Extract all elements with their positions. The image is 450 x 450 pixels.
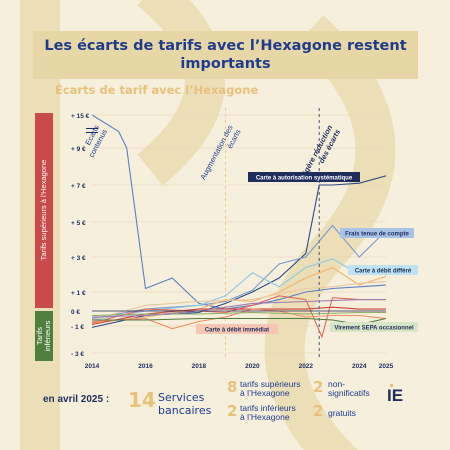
total-label-2: bancaires [158, 404, 212, 417]
series-line [91, 308, 387, 330]
series-callout-box [248, 172, 360, 182]
total-count: 14 [128, 388, 156, 412]
sup-count: 8 [227, 378, 238, 396]
series-line [91, 306, 386, 326]
period-label-line: Augmentation des [198, 123, 234, 181]
y-tick-label: + 7 € [71, 183, 86, 190]
inf-label-1: tarifs inférieurs [240, 403, 296, 413]
series-line [91, 175, 387, 328]
x-tick-label: 2018 [192, 363, 207, 370]
y-tick-label: + 3 € [71, 255, 86, 262]
logo-text: IE [387, 386, 404, 405]
series-callout-box [348, 265, 418, 275]
title-banner: Les écarts de tarifs avec l’Hexagone res… [33, 31, 418, 79]
series-line [91, 258, 387, 321]
gr-count: 2 [313, 402, 324, 420]
ie-logo: IE [387, 384, 404, 406]
chart-subtitle: Écarts de tarif avec l’Hexagone [55, 83, 259, 97]
series-line [91, 299, 386, 318]
summary-footer: en avril 2025 : 14 Services bancaires 8 … [0, 372, 450, 450]
series-line [91, 311, 386, 317]
superieurs-band [35, 113, 53, 308]
series-callout-box [196, 324, 278, 334]
summary-lead: en avril 2025 : [43, 394, 110, 405]
y-tick-label: + 5 € [71, 220, 86, 227]
page-title: Les écarts de tarifs avec l’Hexagone res… [44, 38, 407, 72]
y-tick-label: - 3 € [71, 351, 84, 358]
x-tick-label: 2020 [245, 363, 260, 370]
series-line [91, 280, 387, 321]
series-callout-label: Carte à débit immédiat [205, 327, 269, 333]
ns-label-1: non- [328, 379, 346, 389]
series-callout-label: Virement SEPA occasionnel [334, 325, 414, 331]
inf-count: 2 [227, 402, 238, 420]
ns-label-2: significatifs [328, 388, 370, 398]
tariff-gap-chart: + 15 € + 9 € + 7 € + 5 € + 3 € + 1 € 0 € - 1 € -… [71, 108, 418, 370]
series-callout-box [330, 322, 418, 332]
series-line [91, 114, 387, 310]
series-callout-label: Carte à débit différé [355, 268, 412, 274]
gr-label: gratuits [328, 408, 356, 418]
inferieurs-band [35, 311, 53, 361]
sup-label-2: à l’Hexagone [240, 388, 290, 398]
series-line [91, 224, 387, 320]
series-callout-box [340, 228, 414, 238]
y-tick-label: 0 € [71, 309, 80, 316]
y-tick-label: + 9 € [71, 146, 86, 153]
x-tick-label: 2014 [85, 363, 100, 370]
inf-label-2: à l’Hexagone [240, 412, 290, 422]
sup-label-1: tarifs supérieurs [240, 379, 301, 389]
x-tick-label: 2025 [379, 363, 394, 370]
x-tick-label: 2024 [352, 363, 367, 370]
x-tick-label: 2022 [299, 363, 314, 370]
ns-count: 2 [313, 378, 324, 396]
y-tick-label: + 15 € [71, 113, 90, 120]
total-label-1: Services [158, 391, 205, 404]
series-callout-label: Frais tenue de compte [345, 231, 409, 237]
y-tick-label: + 1 € [71, 290, 86, 297]
series-callout-label: Carte à autorisation systématique [256, 175, 353, 181]
y-tick-label: - 1 € [71, 324, 84, 331]
logo-dot [390, 384, 393, 387]
x-tick-label: 2016 [138, 363, 153, 370]
